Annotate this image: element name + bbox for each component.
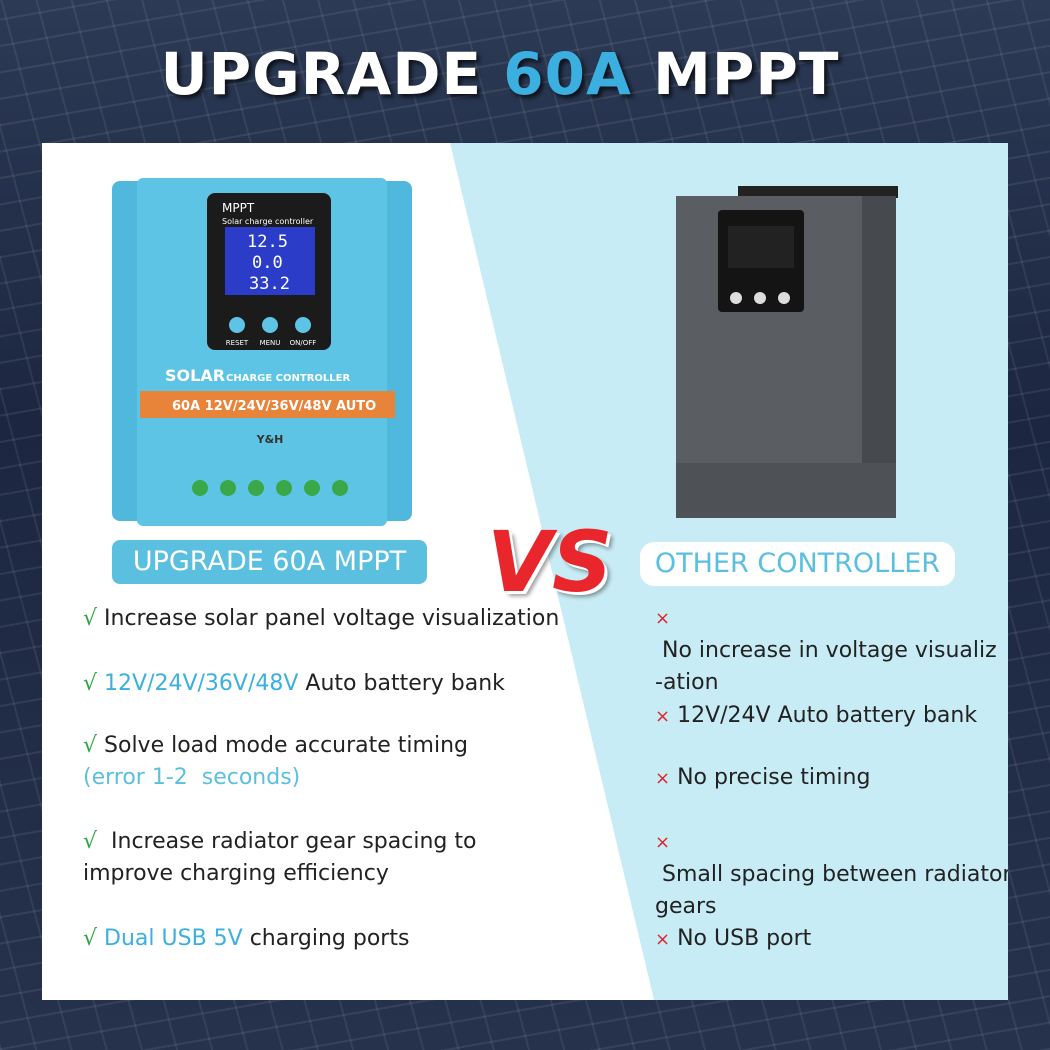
button-label: RESET	[226, 339, 249, 347]
feature: √ Increase radiator gear spacing to impro…	[83, 826, 476, 890]
feature-line: × 12V/24V Auto battery bank	[655, 700, 977, 733]
other-device	[676, 186, 898, 518]
mppt-device: MPPT Solar charge controller 12.5 0.0 33…	[112, 178, 412, 526]
feature-line: (error 1-2 seconds)	[83, 762, 468, 794]
feature-text: improve charging efficiency	[83, 861, 389, 886]
feature-text: -ation	[655, 670, 719, 695]
left-badge: UPGRADE 60A MPPT	[112, 540, 427, 584]
button-label: ON/OFF	[290, 339, 317, 347]
feature: √ Dual USB 5V charging ports	[83, 923, 409, 955]
right-badge: OTHER CONTROLLER	[640, 542, 955, 586]
feature-text: (error 1-2 seconds)	[83, 765, 301, 790]
feature-text: gears	[655, 894, 717, 919]
feature-mark: √	[83, 829, 98, 854]
feature-text: 12V/24V/36V/48V	[97, 671, 299, 696]
title-part: UPGRADE	[160, 40, 504, 108]
feature-line: × No precise timing	[655, 762, 870, 795]
reading: 12.5	[247, 232, 288, 252]
vs: VS	[487, 513, 613, 611]
reading: 0.0	[252, 253, 283, 273]
feature: × No precise timing	[655, 762, 870, 795]
screen-title: MPPT	[222, 201, 255, 215]
title-part: MPPT	[631, 40, 840, 108]
feature-mark: √	[83, 606, 98, 631]
feature-mark: √	[83, 671, 98, 696]
feature-line: √ Increase radiator gear spacing to	[83, 826, 476, 858]
feature-line: gears	[655, 891, 1008, 923]
feature-line: √ Increase solar panel voltage visualiza…	[83, 603, 559, 635]
feature-line: × No USB port	[655, 923, 811, 956]
feature-mark: ×	[655, 706, 671, 727]
feature-text: Dual USB 5V	[97, 926, 243, 951]
feature: × 12V/24V Auto battery bank	[655, 700, 977, 733]
feature-line: × No increase in voltage visualiz	[655, 602, 1008, 667]
feature-line: √ 12V/24V/36V/48V Auto battery bank	[83, 668, 505, 700]
feature-text: Small spacing between radiator	[655, 862, 1008, 887]
comparison-card: MPPT Solar charge controller 12.5 0.0 33…	[42, 143, 1008, 1000]
feature-text: Solve load mode accurate timing	[97, 733, 468, 758]
screen-subtitle: Solar charge controller	[222, 217, 314, 226]
feature-mark: √	[83, 733, 98, 758]
feature-line: √ Solve load mode accurate timing	[83, 730, 468, 762]
feature-line: -ation	[655, 667, 1008, 699]
feature: × No increase in voltage visualiz -ation	[655, 602, 1008, 699]
brand: CHARGE CONTROLLER	[226, 373, 350, 384]
feature-line: improve charging efficiency	[83, 858, 476, 890]
feature-text: Auto battery bank	[298, 671, 505, 696]
reading: 33.2	[249, 274, 290, 294]
feature: √ Increase solar panel voltage visualiza…	[83, 603, 559, 635]
maker: Y&H	[256, 433, 284, 446]
feature-mark: ×	[655, 608, 671, 629]
feature-text: Increase solar panel voltage visualizati…	[97, 606, 560, 631]
feature: √ 12V/24V/36V/48V Auto battery bank	[83, 668, 505, 700]
feature-mark: √	[83, 926, 98, 951]
feature: √ Solve load mode accurate timing (error …	[83, 730, 468, 794]
feature-text: No precise timing	[670, 765, 871, 790]
feature: × Small spacing between radiator gears	[655, 826, 1008, 923]
feature: × No USB port	[655, 923, 811, 956]
feature-text: No increase in voltage visualiz	[655, 638, 997, 663]
title: UPGRADE 60A MPPT	[0, 40, 1000, 108]
feature-mark: ×	[655, 832, 671, 853]
feature-text: Increase radiator gear spacing to	[97, 829, 477, 854]
feature-text: 12V/24V Auto battery bank	[670, 703, 978, 728]
rating: 60A 12V/24V/36V/48V AUTO	[172, 399, 376, 414]
feature-text: charging ports	[242, 926, 410, 951]
feature-mark: ×	[655, 929, 671, 950]
feature-line: √ Dual USB 5V charging ports	[83, 923, 409, 955]
feature-mark: ×	[655, 768, 671, 789]
title-part: 60A	[503, 40, 632, 108]
brand: SOLAR	[165, 366, 225, 385]
feature-line: × Small spacing between radiator	[655, 826, 1008, 891]
button-label: MENU	[260, 339, 281, 347]
feature-text: No USB port	[670, 926, 812, 951]
